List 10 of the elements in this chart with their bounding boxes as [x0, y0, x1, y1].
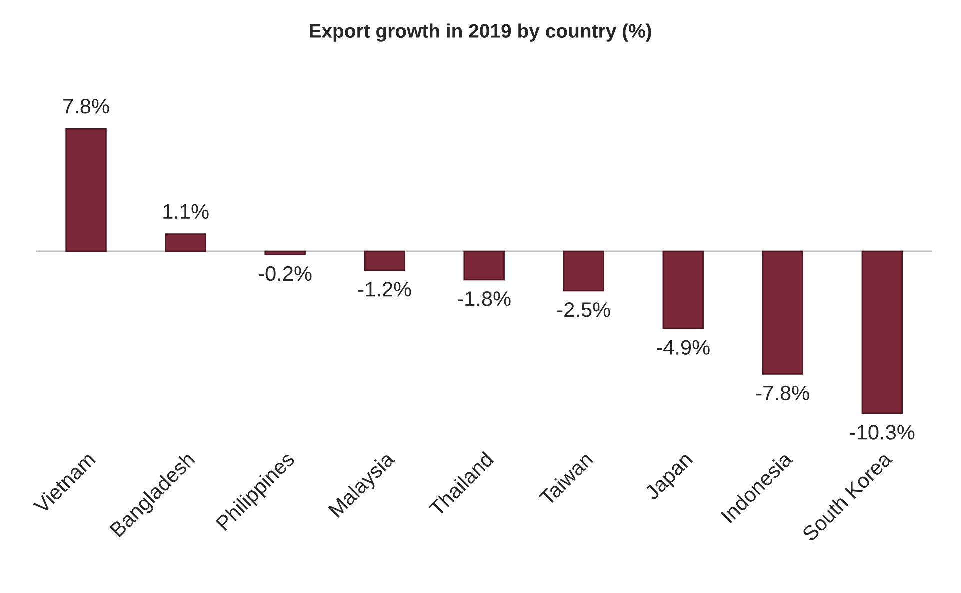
data-label: -2.5% — [558, 302, 610, 318]
data-label: -1.2% — [358, 282, 412, 297]
data-label: -10.3% — [850, 425, 915, 440]
data-label: -1.8% — [458, 292, 511, 306]
data-label: -0.2% — [259, 266, 312, 282]
chart-title: Export growth in 2019 by country (%) — [310, 24, 652, 42]
data-label: 1.1% — [164, 204, 209, 219]
data-label: -7.8% — [756, 386, 810, 401]
data-label: -4.9% — [657, 340, 710, 356]
data-label: 7.8% — [64, 99, 110, 114]
